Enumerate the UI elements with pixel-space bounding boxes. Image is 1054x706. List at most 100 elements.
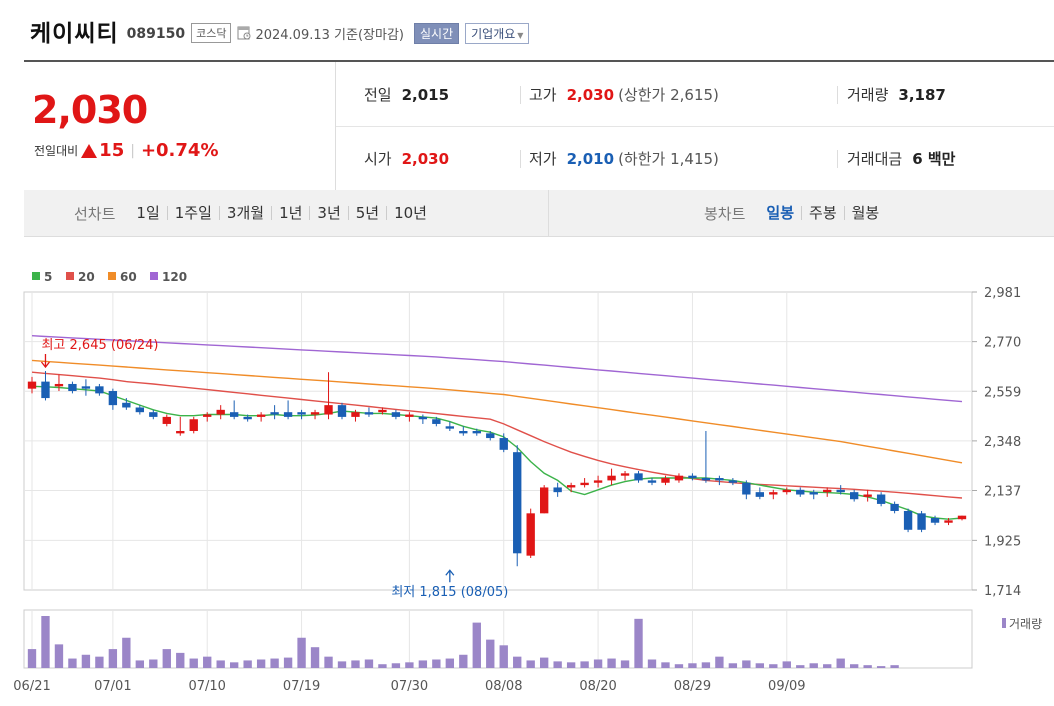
candle-weekly[interactable]: 주봉 — [801, 206, 844, 221]
x-tick-label: 08/20 — [579, 679, 616, 694]
up-triangle-icon — [81, 143, 98, 158]
volume-bar — [472, 622, 481, 668]
line-chart-periods: 선차트 1일 1주일 3개월 1년 3년 5년 10년 — [24, 190, 549, 236]
chevron-down-icon: ▼ — [517, 30, 524, 40]
period-3m[interactable]: 3개월 — [218, 206, 271, 221]
volume-label: 거래량 — [847, 86, 889, 104]
volume-bar — [27, 649, 37, 668]
y-tick-label: 2,770 — [984, 336, 1021, 351]
volume-bar — [418, 660, 428, 668]
volume-bar — [149, 659, 158, 668]
period-5y[interactable]: 5년 — [347, 206, 386, 221]
row-divider — [336, 126, 1054, 127]
volume-bar — [513, 656, 522, 668]
candle-daily[interactable]: 일봉 — [766, 204, 795, 222]
candle-body — [68, 383, 77, 392]
volume-bar — [499, 645, 508, 668]
trade-value-value: 6 백만 — [912, 150, 956, 168]
volume-bar — [863, 665, 872, 668]
candle-body — [930, 518, 940, 523]
period-3y[interactable]: 3년 — [309, 206, 347, 221]
low-value: 2,010 — [566, 149, 615, 168]
period-1d[interactable]: 1일 — [136, 204, 160, 222]
divider: | — [130, 142, 135, 159]
divider — [520, 150, 521, 168]
current-price-cell: 2,030 전일대비 15 | +0.74% — [24, 62, 336, 190]
x-tick-label: 08/08 — [485, 679, 522, 694]
y-tick-label: 2,137 — [984, 485, 1021, 500]
candle-body — [809, 492, 818, 495]
volume-bar — [283, 657, 293, 668]
candle-body — [95, 386, 104, 394]
candle-body — [634, 473, 643, 481]
high-arrow-icon — [40, 354, 50, 369]
volume-legend-label: 거래량 — [1009, 617, 1042, 631]
change-percent: +0.74% — [140, 140, 219, 161]
company-overview-label: 기업개요 — [471, 26, 516, 41]
volume-bar — [849, 664, 859, 668]
volume-bar — [432, 659, 441, 668]
candle-body — [351, 412, 360, 417]
candle-body — [486, 433, 495, 439]
volume-bar — [297, 637, 306, 668]
candle-body — [607, 475, 616, 481]
change-label: 전일대비 — [34, 144, 79, 158]
volume-bar — [378, 664, 387, 668]
volume-bar — [445, 658, 455, 668]
y-tick-label: 2,559 — [984, 385, 1021, 400]
candle-body — [297, 412, 306, 415]
candle-body — [647, 480, 657, 483]
candle-body — [728, 480, 738, 483]
open-price: 시가 2,030 — [364, 148, 449, 169]
volume-bar — [310, 647, 320, 668]
trade-value: 거래대금 6 백만 — [847, 148, 955, 169]
divider — [837, 86, 838, 104]
as-of-date: 2024.09.13 기준(장마감) — [255, 27, 404, 43]
period-1y[interactable]: 1년 — [271, 206, 309, 221]
volume-bar — [836, 658, 845, 668]
change-row: 전일대비 15 | +0.74% — [34, 140, 218, 161]
ma5-line — [31, 385, 963, 520]
change-value: 15 — [99, 140, 125, 161]
volume-bar — [351, 660, 360, 668]
volume-value: 3,187 — [898, 85, 946, 104]
candle-body — [81, 386, 91, 389]
volume-bar — [876, 666, 886, 668]
calendar-icon — [237, 24, 251, 44]
low-label: 저가 — [529, 150, 557, 168]
candle-body — [337, 405, 347, 417]
volume-bar — [715, 656, 724, 668]
candle-body — [229, 412, 239, 417]
candle-body — [944, 520, 953, 523]
candle-chart-title: 봉차트 — [704, 204, 746, 223]
candle-body — [742, 482, 751, 495]
volume-bar — [229, 662, 239, 668]
stock-code: 089150 — [126, 26, 186, 42]
candle-body — [957, 515, 967, 520]
realtime-button[interactable]: 실시간 — [413, 22, 460, 44]
volume-bar — [122, 637, 131, 668]
candle-body — [459, 431, 468, 434]
candle-monthly[interactable]: 월봉 — [843, 206, 887, 221]
candle-body — [283, 412, 293, 417]
volume-bar — [634, 618, 643, 668]
volume-bar — [41, 616, 50, 668]
company-overview-dropdown[interactable]: 기업개요 ▼ — [465, 22, 530, 44]
prev-close-value: 2,015 — [401, 85, 450, 104]
candle-body — [539, 487, 549, 514]
candle-body — [310, 412, 320, 415]
period-10y[interactable]: 10년 — [386, 206, 434, 221]
candle-body — [122, 402, 131, 408]
candle-body — [54, 383, 64, 387]
candle-body — [701, 478, 711, 481]
volume-bar — [566, 662, 576, 668]
x-tick-label: 06/21 — [13, 679, 50, 694]
candle-body — [472, 431, 481, 434]
volume-bar — [688, 663, 697, 668]
day-low: 저가 2,010 (하한가 1,415) — [529, 148, 719, 169]
period-1w[interactable]: 1주일 — [166, 206, 219, 221]
y-tick-label: 2,981 — [984, 286, 1021, 301]
candle-body — [364, 412, 374, 415]
legend-swatch — [32, 272, 40, 280]
volume-bar — [256, 659, 266, 668]
